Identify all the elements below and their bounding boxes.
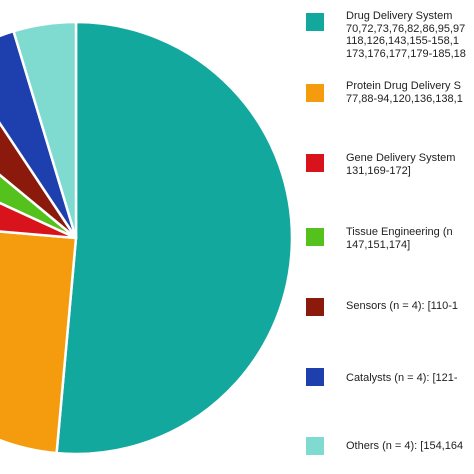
legend-swatch: [306, 154, 324, 172]
legend-label: Gene Delivery System 131,169-172]: [346, 152, 474, 177]
legend-line: Catalysts (n = 4): [121-: [346, 372, 474, 385]
legend-label: Drug Delivery System 70,72,73,76,82,86,9…: [346, 10, 474, 60]
legend-line: 131,169-172]: [346, 165, 474, 178]
legend-swatch: [306, 298, 324, 316]
legend-line: Protein Drug Delivery S: [346, 80, 474, 93]
legend-line: 77,88-94,120,136,138,1: [346, 93, 474, 106]
legend-swatch: [306, 437, 324, 455]
legend-swatch: [306, 228, 324, 246]
legend-label: Others (n = 4): [154,164: [346, 440, 474, 453]
legend-label: Tissue Engineering (n 147,151,174]: [346, 226, 474, 251]
legend-line: Drug Delivery System: [346, 10, 474, 23]
legend-line: Gene Delivery System: [346, 152, 474, 165]
legend-label: Protein Drug Delivery S 77,88-94,120,136…: [346, 80, 474, 105]
legend-line: 147,151,174]: [346, 239, 474, 252]
legend-line: 173,176,177,179-185,18: [346, 48, 474, 61]
legend-swatch: [306, 13, 324, 31]
legend-swatch: [306, 368, 324, 386]
legend-line: Others (n = 4): [154,164: [346, 440, 474, 453]
legend-swatch: [306, 84, 324, 102]
legend-label: Sensors (n = 4): [110-1: [346, 300, 474, 313]
legend-line: 118,126,143,155-158,1: [346, 35, 474, 48]
legend-label: Catalysts (n = 4): [121-: [346, 372, 474, 385]
legend-line: Tissue Engineering (n: [346, 226, 474, 239]
legend-line: Sensors (n = 4): [110-1: [346, 300, 474, 313]
legend-line: 70,72,73,76,82,86,95,97: [346, 23, 474, 36]
